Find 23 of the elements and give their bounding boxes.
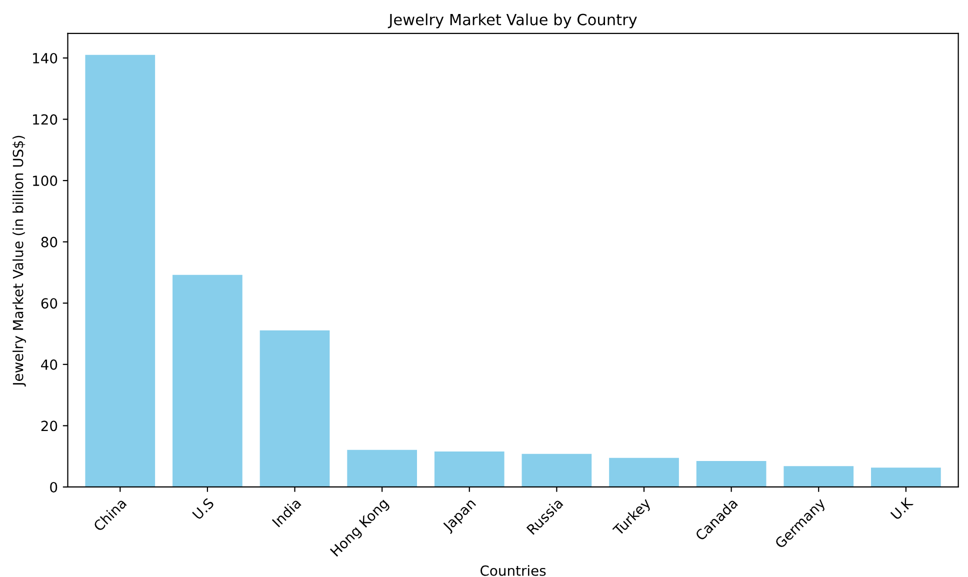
y-tick-label: 120 (33, 114, 58, 125)
y-tick-label: 140 (33, 52, 58, 64)
bar (260, 330, 330, 487)
bar (784, 466, 854, 487)
y-axis-title: Jewelry Market Value (in billion US$) (12, 136, 26, 387)
bar (85, 54, 156, 487)
bar (172, 274, 242, 487)
x-tick-label: U.K (890, 496, 914, 520)
bar (696, 460, 766, 487)
y-tick-label: 20 (41, 420, 58, 432)
x-tick-label: U.S (192, 497, 215, 520)
chart-title: Jewelry Market Value by Country (388, 14, 637, 28)
x-axis-title: Countries (480, 565, 546, 576)
y-tick-label: 80 (41, 236, 58, 248)
y-tick-label: 40 (41, 359, 58, 370)
y-tick-label: 60 (41, 298, 58, 309)
bar (522, 454, 592, 487)
y-tick-label: 100 (33, 176, 58, 186)
y-tick-label: 0 (50, 482, 58, 492)
bar (871, 468, 941, 487)
bar (434, 451, 504, 487)
bar (609, 458, 679, 487)
bar (347, 450, 417, 487)
